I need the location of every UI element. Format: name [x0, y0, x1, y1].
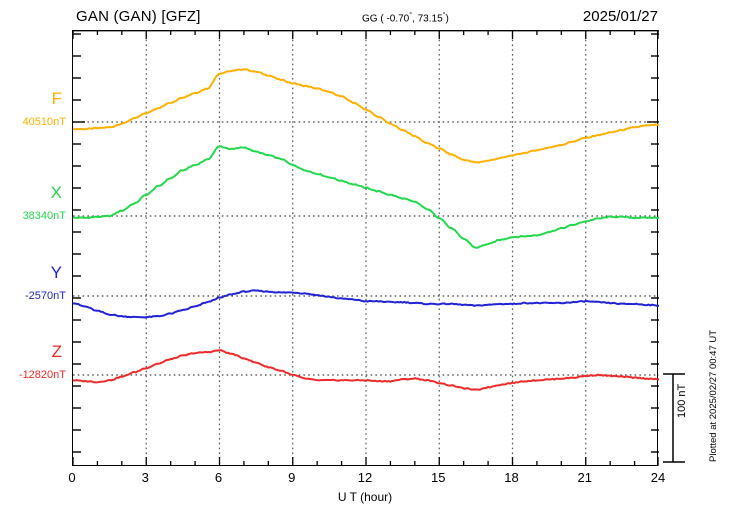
component-baseline-value-y: -2570nT: [25, 290, 66, 302]
component-letter-f: F: [51, 89, 62, 108]
baseline-lines: [73, 121, 659, 376]
coords-lon: , 73.15: [412, 13, 443, 25]
x-tick-label-3: 3: [141, 470, 149, 485]
component-letter-y: Y: [50, 263, 62, 282]
scale-bar-label: 100 nT: [676, 383, 688, 418]
x-tick-label-21: 21: [577, 470, 592, 485]
degree-symbol-lon: °: [442, 12, 446, 19]
station-title: GAN (GAN) [GFZ]: [76, 8, 201, 25]
data-traces: [73, 68, 659, 391]
y-axis-ticks: [73, 33, 659, 453]
plot-area: [72, 30, 659, 466]
component-letter-z: Z: [51, 342, 62, 361]
x-tick-label-18: 18: [504, 470, 519, 485]
x-tick-label-9: 9: [288, 470, 296, 485]
component-letter-x: X: [50, 183, 62, 202]
geographic-coordinates: GG ( -0.70°, 73.15°): [362, 12, 449, 24]
x-tick-label-24: 24: [650, 470, 666, 485]
component-baseline-value-z: -12820nT: [18, 369, 66, 381]
x-tick-label-12: 12: [357, 470, 373, 485]
x-axis-ticks: [73, 30, 659, 466]
plotted-timestamp: Plotted at 2025/02/27 00:47 UT: [708, 329, 719, 462]
gridlines: [145, 30, 587, 466]
x-axis-title: U T (hour): [337, 490, 393, 504]
coords-close-paren: ): [445, 13, 449, 25]
x-tick-label-0: 0: [68, 470, 76, 485]
component-baseline-value-x: 38340nT: [22, 210, 66, 222]
scale-bar: [663, 373, 685, 463]
observation-date: 2025/01/27: [582, 8, 658, 25]
x-tick-label-15: 15: [431, 470, 446, 485]
component-baseline-value-f: 40510nT: [22, 116, 66, 128]
x-tick-label-6: 6: [214, 470, 223, 485]
coords-lat: GG ( -0.70: [362, 13, 410, 25]
plot-canvas: [73, 30, 659, 466]
degree-symbol-lat: °: [409, 12, 413, 19]
